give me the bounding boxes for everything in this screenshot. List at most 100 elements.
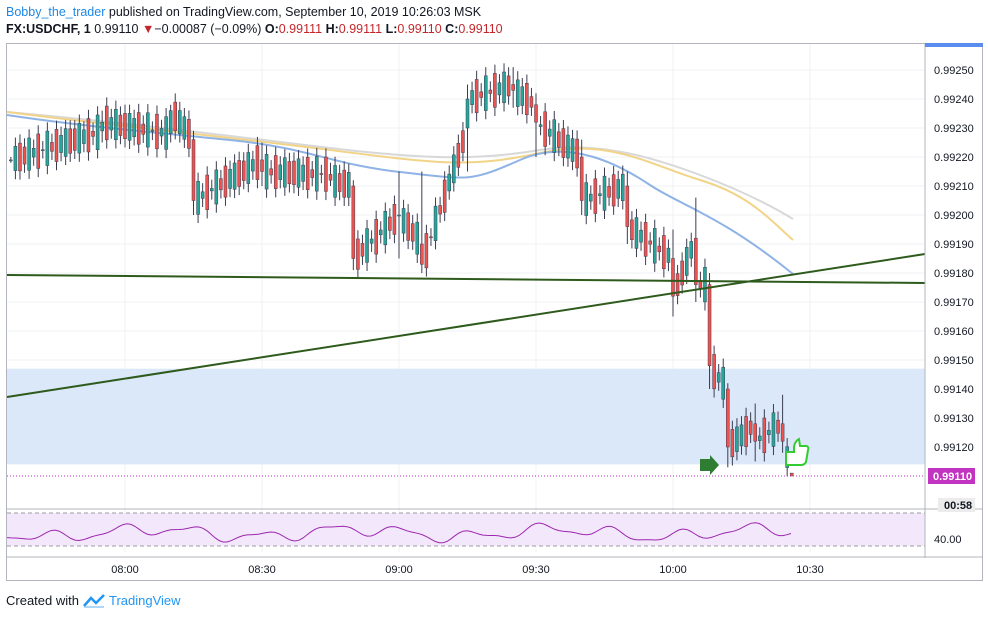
rsi-level-label: 40.00 [934,534,962,546]
tradingview-logo-icon [83,593,105,608]
candle-body [173,101,177,131]
candle-body [543,111,547,147]
candle-body [388,216,392,231]
candle-body [54,129,59,162]
price-tick-label: 0.99240 [934,94,974,106]
chart-frame[interactable] [6,43,983,581]
candle-body [319,173,324,175]
candle-body [214,169,219,205]
axes: 0.99250 0.99240 0.99230 0.99220 0.99210 0.992… [7,43,983,576]
candle-body [657,245,662,253]
arrow-right-icon [700,455,719,475]
candle-body [13,146,18,171]
candle-body [442,179,447,213]
candle-body [292,160,296,185]
candle-body [630,219,634,241]
candle-body [488,89,493,94]
candle-body [579,156,584,201]
candle-body [707,284,712,367]
candle-body [95,114,100,150]
candle-body [45,130,50,166]
open-label: O: [264,22,279,36]
candle-body [365,228,369,263]
candle-body [82,129,86,144]
trendlines[interactable] [6,253,926,398]
rsi-background [7,513,925,546]
price-tick-label: 0.99220 [934,152,974,164]
candle-body [639,229,643,243]
candle-body [415,221,420,255]
candle-body [287,161,292,185]
candle-body [237,160,241,187]
candle-body [77,122,82,154]
candle-body [506,75,511,97]
time-tick-label: 09:00 [385,564,413,576]
candle-body [109,117,114,131]
candle-body [420,243,424,265]
candle-body [219,178,223,191]
candle-body [753,423,757,442]
candle-body [616,179,620,199]
candle-body [132,118,136,138]
markers [7,437,925,477]
price-tick-label: 0.99210 [934,181,974,193]
candle-body [401,208,406,234]
symbol-label[interactable]: FX:USDCHF, 1 [6,22,91,36]
candle-body [584,182,588,216]
candle-body [461,130,465,153]
candle-body [534,104,538,123]
moving-average-line-2 [6,111,794,241]
candle-body [127,113,132,141]
candle-body [438,205,442,215]
candle-body [634,217,639,249]
rsi-pane: 40.00 [6,512,962,547]
candle-body [59,135,63,153]
candle-body [552,119,557,153]
candle-body [178,110,182,135]
candle-body [342,169,346,198]
candle-body [744,416,748,447]
candle-body [515,79,520,107]
candle-body [762,417,767,454]
tradingview-brand[interactable]: TradingView [108,593,181,608]
candle-body [611,174,616,207]
grid [7,44,925,552]
candle-body [726,388,730,448]
candle-body [771,412,776,447]
low-value: 0.99110 [397,22,442,36]
candle-body [716,372,721,383]
candle-body [182,116,187,140]
price-tick-label: 0.99250 [934,65,974,77]
author-link[interactable]: Bobby_the_trader [6,5,106,19]
candle-body [114,108,118,141]
candle-body [159,128,164,137]
candle-body [50,142,54,152]
candle-body [689,241,694,259]
price-tick-label: 0.99130 [934,413,974,425]
candle-body [63,128,68,157]
candle-body [575,138,579,169]
price-tick-label: 0.99160 [934,326,974,338]
candle-body [465,98,470,129]
price-tick-label: 0.99150 [934,355,974,367]
price-change: −0.00087 (−0.09%) [154,22,262,36]
price-tick-label: 0.99200 [934,210,974,222]
candle-body [557,131,561,148]
price-tick-label: 0.99190 [934,239,974,251]
price-tick-label: 0.99170 [934,297,974,309]
time-tick-label: 09:30 [522,564,550,576]
candle-body [397,214,401,217]
candle-body [155,113,159,150]
candle-body [684,247,689,276]
candle-body [671,258,675,297]
candle-body [566,134,570,159]
candle-body [621,173,625,201]
high-label: H: [325,22,339,36]
low-label: L: [385,22,398,36]
countdown-label: 00:58 [944,500,972,512]
time-tick-label: 08:00 [111,564,139,576]
candle-body [168,110,173,135]
candle-body [123,113,127,139]
candle-body [607,186,611,198]
